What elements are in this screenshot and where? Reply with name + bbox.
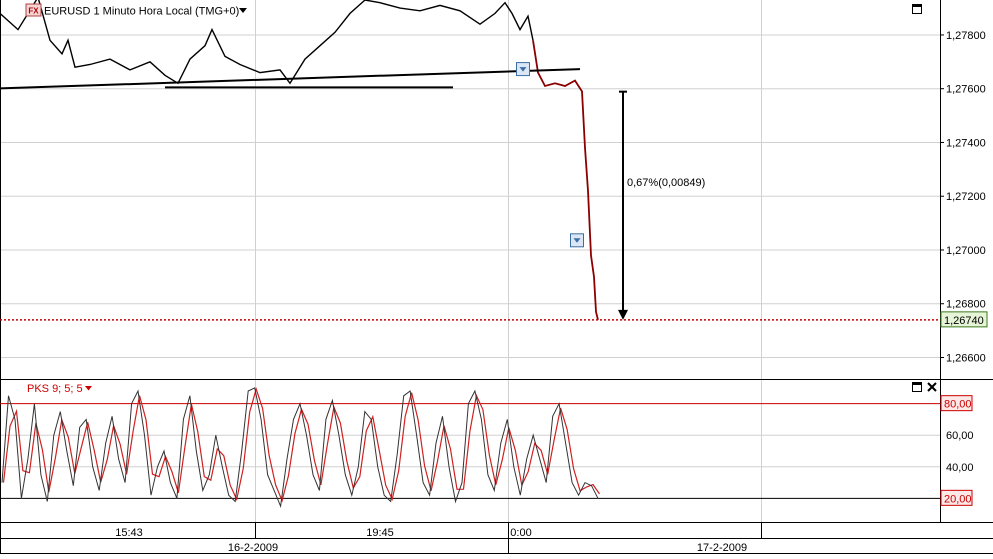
header[interactable]: FX EURUSD 1 Minuto Hora Local (TMG+0) xyxy=(25,3,247,18)
axes: 1,27800 1,27600 1,27400 1,27200 1,27000 1,268… xyxy=(115,30,988,554)
instrument-badge-label: FX xyxy=(28,7,39,16)
triangle-down-icon[interactable] xyxy=(239,8,247,13)
price-panel[interactable]: 0,67%(0,00849) xyxy=(0,0,940,321)
last-price-box xyxy=(940,311,988,328)
price-tick-label: 1,27600 xyxy=(946,84,986,96)
level-label-box xyxy=(940,395,973,412)
time-tick-label: 15:43 xyxy=(115,527,143,539)
price-tick-label: 1,27400 xyxy=(946,137,986,149)
last-price-label: 1,26740 xyxy=(944,315,984,327)
price-series-line[interactable] xyxy=(0,0,534,85)
oscillator-tick-label: 60,00 xyxy=(946,430,974,442)
date-label: 17-2-2009 xyxy=(697,542,747,554)
oscillator-maximize-icon[interactable] xyxy=(912,382,922,392)
time-tick-label: 19:45 xyxy=(366,527,394,539)
oscillator-panel[interactable] xyxy=(0,386,940,509)
trendline[interactable] xyxy=(0,68,581,90)
level-label: 20,00 xyxy=(944,493,972,505)
price-tick-label: 1,26800 xyxy=(946,299,986,311)
oscillator-dropdown-icon[interactable] xyxy=(85,386,92,391)
price-tick-label: 1,27000 xyxy=(946,245,986,257)
price-tick-label: 1,27800 xyxy=(946,30,986,42)
price-tick-label: 1,27200 xyxy=(946,191,986,203)
price-tick-label: 1,26600 xyxy=(946,352,986,364)
date-label: 16-2-2009 xyxy=(228,542,278,554)
close-icon[interactable] xyxy=(927,382,937,392)
chart-title[interactable]: EURUSD 1 Minuto Hora Local (TMG+0) xyxy=(44,6,239,18)
maximize-icon[interactable] xyxy=(912,4,922,14)
oscillator-main-line[interactable] xyxy=(1,387,599,509)
level-label-box xyxy=(940,489,973,506)
oscillator-header[interactable]: PKS 9; 5; 5 xyxy=(27,383,92,395)
instrument-badge xyxy=(25,3,42,17)
measure-annotation: 0,67%(0,00849) xyxy=(627,177,705,189)
oscillator-tick-label: 40,00 xyxy=(946,462,974,474)
event-marker-arrow-icon xyxy=(573,238,581,243)
oscillator-title[interactable]: PKS 9; 5; 5 xyxy=(27,383,83,395)
event-marker-arrow-icon xyxy=(519,67,527,72)
time-tick-label: 0:00 xyxy=(510,527,531,539)
price-series-drop[interactable] xyxy=(532,40,599,321)
level-label: 80,00 xyxy=(944,399,972,411)
measure-arrow-head xyxy=(618,309,628,320)
